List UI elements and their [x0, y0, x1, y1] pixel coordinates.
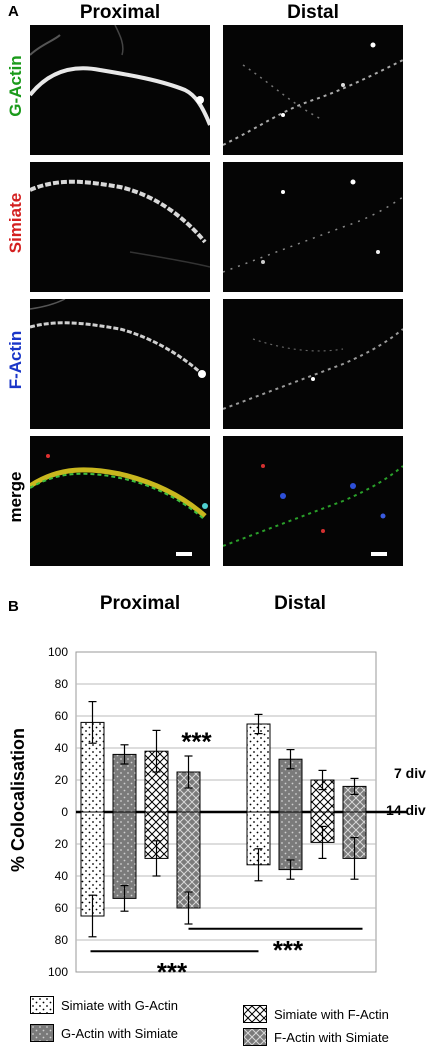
chart-group-label-proximal: Proximal: [99, 593, 181, 614]
legend-swatch-dark-dots: [30, 1024, 54, 1042]
micrograph-merge-proximal: [30, 436, 210, 566]
y-tick-label: 60: [55, 709, 69, 723]
y-tick-label: 20: [55, 837, 69, 851]
legend-label: F-Actin with Simiate: [274, 1029, 389, 1045]
micrograph-f-actin-proximal: [30, 299, 210, 429]
significance-stars: ***: [181, 726, 212, 756]
panel-a-column-distal: Distal: [287, 2, 339, 23]
legend-simiate-with-f-actin: Simiate with F-Actin: [243, 1005, 389, 1023]
y-tick-label: 80: [55, 677, 69, 691]
y-tick-label: 80: [55, 933, 69, 947]
legend-swatch-dark-crosshatch: [243, 1028, 267, 1046]
y-tick-label: 40: [55, 741, 69, 755]
y-tick-label: 0: [61, 805, 68, 819]
micrograph-merge-distal: [223, 436, 403, 566]
chart-group-label-distal: Distal: [274, 593, 326, 614]
legend-simiate-with-g-actin: Simiate with G-Actin: [30, 996, 178, 1014]
row-label-simiate: Simiate: [6, 192, 25, 254]
y-tick-label: 60: [55, 901, 69, 915]
micrograph-g-actin-proximal: [30, 25, 210, 155]
legend-label: Simiate with F-Actin: [274, 1006, 389, 1022]
bar-7div: [246, 723, 271, 813]
chart-y-axis-label: % Colocalisation: [8, 728, 28, 872]
micrograph-simiate-distal: [223, 162, 403, 292]
legend-swatch-dots: [30, 996, 54, 1014]
panel-a-letter: A: [8, 3, 19, 20]
chart-label-14-div: 14 div: [386, 802, 426, 818]
micrograph-f-actin-distal: [223, 299, 403, 429]
legend-label: Simiate with G-Actin: [61, 997, 179, 1013]
row-label-merge: merge: [6, 471, 25, 523]
significance-stars: ***: [273, 935, 304, 965]
y-tick-label: 100: [48, 645, 68, 659]
panel-b-letter: B: [8, 598, 19, 615]
y-tick-label: 100: [48, 965, 68, 979]
y-tick-label: 20: [55, 773, 69, 787]
legend-label: G-Actin with Simiate: [61, 1025, 179, 1041]
legend-f-actin-with-simiate: F-Actin with Simiate: [243, 1028, 389, 1046]
colocalisation-bar-chart: 100 80 60 40 20 0 20 40 60 80 100 *** *** *** % Colo…: [8, 645, 426, 987]
legend-swatch-crosshatch: [243, 1005, 267, 1023]
micrograph-simiate-proximal: [30, 162, 210, 292]
y-tick-label: 40: [55, 869, 69, 883]
significance-stars: ***: [157, 957, 188, 987]
micrograph-g-actin-distal: [223, 25, 403, 155]
panel-a-column-proximal: Proximal: [79, 2, 161, 23]
chart-label-7-div: 7 div: [394, 765, 426, 781]
legend-g-actin-with-simiate: G-Actin with Simiate: [30, 1024, 178, 1042]
row-label-g-actin: G-Actin: [6, 55, 25, 117]
row-label-f-actin: F-Actin: [6, 330, 25, 390]
